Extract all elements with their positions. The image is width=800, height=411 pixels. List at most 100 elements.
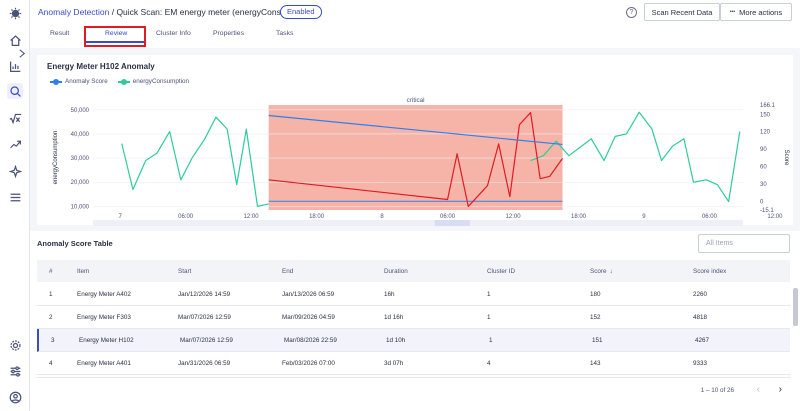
energy-series-after (530, 111, 741, 203)
scrollbar-thumb[interactable] (793, 288, 798, 326)
tab-highlight-box (84, 26, 146, 47)
legend-label: Anomaly Score (65, 78, 108, 85)
sliders-icon[interactable] (7, 363, 23, 379)
x-tick-label: 06:00 (440, 214, 456, 220)
y-right-tick-label: 90 (760, 147, 767, 153)
user-icon[interactable] (7, 389, 23, 405)
cell-index: 4 (49, 360, 53, 367)
logo-icon[interactable] (7, 5, 23, 21)
column-header-start[interactable]: Start (178, 268, 192, 275)
cell-end: Feb/03/2026 07:00 (282, 360, 335, 367)
legend-anomaly-score[interactable]: Anomaly Score (50, 78, 108, 85)
pagination-range: 1 – 10 of 26 (700, 387, 734, 394)
cell-score-index: 2260 (693, 291, 708, 298)
cell-item: Energy Meter H102 (79, 337, 134, 344)
y-right-tick-label: 60 (760, 164, 767, 170)
active-tab-indicator (86, 41, 146, 43)
table-row[interactable]: 3 Energy Meter H102 Mar/07/2026 12:59 Mar/0… (37, 329, 790, 352)
tab-review[interactable]: Review (105, 30, 128, 37)
legend-marker (117, 78, 130, 85)
x-tick-label: 18:00 (571, 214, 587, 220)
table-title: Anomaly Score Table (37, 239, 113, 248)
x-tick-label: 12:00 (767, 214, 783, 220)
settings-icon[interactable] (7, 337, 23, 353)
critical-region (268, 105, 563, 210)
tab-cluster-info[interactable]: Cluster Info (156, 30, 191, 37)
legend-energy-consumption[interactable]: energyConsumption (117, 78, 190, 85)
breadcrumb: Anomaly Detection / Quick Scan: EM energ… (38, 7, 314, 17)
legend-marker (50, 78, 62, 85)
next-page-icon[interactable]: › (778, 384, 782, 395)
trend-icon[interactable] (7, 136, 23, 152)
more-actions-button[interactable]: ••• More actions (720, 3, 792, 21)
tab-tasks[interactable]: Tasks (276, 30, 294, 37)
cell-score-index: 4267 (695, 337, 710, 344)
expand-icon[interactable] (16, 45, 28, 61)
chart-legend: Anomaly Score energyConsumption (50, 78, 189, 85)
column-header-end[interactable]: End (282, 268, 294, 275)
chart-title: Energy Meter H102 Anomaly (47, 62, 155, 71)
table-row[interactable]: 2 Energy Meter F303 Mar/07/2026 12:59 Mar/0… (37, 306, 790, 329)
table-footer: 1 – 10 of 26 ‹ › (37, 377, 790, 403)
cell-cluster-id: 1 (487, 291, 491, 298)
chart-icon[interactable] (7, 58, 23, 74)
tab-bar: Result Review Cluster Info Properties Ta… (30, 26, 800, 47)
status-badge: Enabled (280, 5, 322, 19)
sparkle-icon[interactable] (7, 163, 23, 179)
y-right-tick-label: 0 (760, 199, 764, 205)
help-icon[interactable]: ? (626, 7, 637, 18)
x-tick-label: 9 (642, 214, 646, 220)
cell-score: 151 (592, 337, 603, 344)
cell-cluster-id: 4 (487, 360, 491, 367)
y-right-tick-label: 120 (760, 130, 771, 136)
y-left-tick-label: 30,000 (71, 156, 90, 162)
anomaly-chart[interactable]: critical 50,000 40,000 30,000 20,000 10,000 16… (37, 88, 793, 228)
y-right-axis-title: Score (783, 150, 789, 166)
scan-recent-data-label: Scan Recent Data (651, 7, 713, 17)
cell-duration: 1d 10h (386, 337, 406, 344)
x-tick-label: 12:00 (506, 214, 522, 220)
header: Anomaly Detection / Quick Scan: EM energ… (30, 0, 800, 26)
formula-icon[interactable] (7, 110, 23, 126)
page-title: Quick Scan: EM energy meter (energyConsu… (116, 7, 314, 17)
tab-result[interactable]: Result (50, 30, 70, 37)
column-header-cluster-id[interactable]: Cluster ID (487, 268, 515, 275)
x-tick-label: 7 (118, 214, 122, 220)
cell-cluster-id: 1 (487, 314, 491, 321)
cell-item: Energy Meter A401 (77, 360, 131, 367)
column-header-score[interactable]: Score ↓ (590, 268, 613, 275)
home-icon[interactable] (7, 32, 23, 48)
search-icon[interactable] (7, 83, 23, 99)
menu-icon[interactable] (7, 189, 23, 205)
cell-cluster-id: 1 (489, 337, 493, 344)
cell-start: Mar/07/2026 12:59 (180, 337, 233, 344)
breadcrumb-root-link[interactable]: Anomaly Detection (38, 7, 110, 17)
column-header-duration[interactable]: Duration (384, 268, 408, 275)
column-header-item[interactable]: Item (77, 268, 90, 275)
items-filter-select[interactable]: All Items (698, 234, 790, 253)
table-row[interactable]: 1 Energy Meter A402 Jan/12/2026 14:59 Jan/1… (37, 283, 790, 306)
y-left-tick-label: 10,000 (71, 204, 90, 210)
legend-label: energyConsumption (132, 78, 190, 85)
cell-end: Mar/08/2026 22:59 (284, 337, 337, 344)
anomaly-score-series (268, 114, 563, 146)
cell-score-index: 4818 (693, 314, 708, 321)
cell-start: Jan/12/2026 14:59 (178, 291, 231, 298)
sort-descending-icon: ↓ (609, 268, 613, 275)
cell-end: Mar/09/2026 04:59 (282, 314, 335, 321)
tab-properties[interactable]: Properties (213, 30, 244, 37)
column-header-score-index[interactable]: Score index (693, 268, 727, 275)
breadcrumb-separator: / (109, 7, 117, 17)
x-tick-label: 18:00 (309, 214, 325, 220)
scan-recent-data-button[interactable]: Scan Recent Data (644, 3, 720, 21)
table-row[interactable]: 4 Energy Meter A401 Jan/31/2026 06:59 Feb/0… (37, 352, 790, 375)
range-selector (93, 220, 743, 226)
cell-duration: 16h (384, 291, 395, 298)
cell-duration: 3d 07h (384, 360, 404, 367)
sidebar (0, 0, 30, 411)
previous-page-icon[interactable]: ‹ (756, 384, 760, 395)
cell-duration: 1d 16h (384, 314, 404, 321)
cell-score: 180 (590, 291, 601, 298)
cell-start: Mar/07/2026 12:59 (178, 314, 231, 321)
more-icon: ••• (729, 9, 736, 15)
